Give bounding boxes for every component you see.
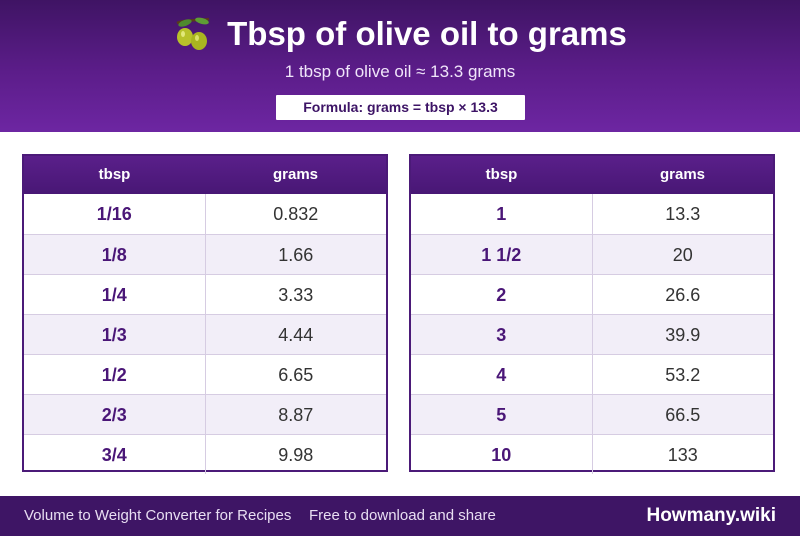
column-header-grams: grams — [272, 166, 319, 183]
olive-icon — [176, 17, 210, 50]
table-row: 1 13.3 — [411, 194, 773, 234]
formula-badge: Formula: grams = tbsp × 13.3 — [276, 95, 525, 120]
table-row: 2 26.6 — [411, 274, 773, 314]
grams-cell: 66.5 — [665, 405, 701, 425]
column-header-tbsp: tbsp — [485, 166, 518, 183]
grams-cell: 13.3 — [665, 204, 701, 224]
tbsp-cell: 1/16 — [24, 194, 206, 234]
column-header-tbsp: tbsp — [98, 166, 131, 183]
title-row: Tbsp of olive oil to grams — [0, 14, 800, 54]
grams-cell: 6.65 — [278, 365, 314, 385]
table-header: tbsp grams — [24, 156, 386, 194]
grams-cell: 0.832 — [273, 204, 319, 224]
table-row: 2/3 8.87 — [24, 394, 386, 434]
tbsp-cell: 1/3 — [24, 315, 206, 354]
grams-cell: 9.98 — [278, 445, 314, 465]
tbsp-cell: 1/4 — [24, 275, 206, 314]
tbsp-cell: 1/2 — [24, 355, 206, 394]
table-row: 5 66.5 — [411, 394, 773, 434]
table-row: 4 53.2 — [411, 354, 773, 394]
grams-cell: 20 — [672, 245, 693, 265]
table-header: tbsp grams — [411, 156, 773, 194]
tbsp-cell: 3/4 — [24, 435, 206, 474]
tbsp-cell: 1 1/2 — [411, 235, 593, 274]
tbsp-cell: 3 — [411, 315, 593, 354]
grams-cell: 1.66 — [278, 245, 314, 265]
grams-cell: 53.2 — [665, 365, 701, 385]
brand-link[interactable]: Howmany.wiki — [646, 505, 776, 526]
table-row: 10 133 — [411, 434, 773, 474]
table-row: 1/16 0.832 — [24, 194, 386, 234]
table-row: 1/2 6.65 — [24, 354, 386, 394]
conversion-table-right: tbsp grams 1 13.3 1 1/2 20 2 26.6 3 39.9 4 53… — [409, 154, 775, 474]
tbsp-cell: 10 — [411, 435, 593, 474]
table-row: 3 39.9 — [411, 314, 773, 354]
table-row: 1/8 1.66 — [24, 234, 386, 274]
page-title: Tbsp of olive oil to grams — [227, 15, 627, 52]
grams-cell: 3.33 — [278, 285, 314, 305]
footer-note: Free to download and share — [309, 507, 496, 524]
tbsp-cell: 2/3 — [24, 395, 206, 434]
table-row: 3/4 9.98 — [24, 434, 386, 474]
tbsp-cell: 2 — [411, 275, 593, 314]
table-row: 1 1/2 20 — [411, 234, 773, 274]
tbsp-cell: 1/8 — [24, 235, 206, 274]
grams-cell: 4.44 — [278, 325, 314, 345]
footer-tagline: Volume to Weight Converter for Recipes — [24, 507, 292, 524]
grams-cell: 39.9 — [665, 325, 701, 345]
tbsp-cell: 5 — [411, 395, 593, 434]
tbsp-cell: 1 — [411, 194, 593, 234]
conversion-table-left: tbsp grams 1/16 0.832 1/8 1.66 1/4 3.33 1/3… — [22, 154, 388, 474]
column-header-grams: grams — [659, 166, 706, 183]
footer-bar: Volume to Weight Converter for Recipes F… — [0, 496, 800, 536]
header-banner: Tbsp of olive oil to grams 1 tbsp of oli… — [0, 0, 800, 132]
grams-cell: 26.6 — [665, 285, 701, 305]
table-row: 1/3 4.44 — [24, 314, 386, 354]
grams-cell: 133 — [667, 445, 698, 465]
tbsp-cell: 4 — [411, 355, 593, 394]
grams-cell: 8.87 — [278, 405, 314, 425]
subtitle: 1 tbsp of olive oil ≈ 13.3 grams — [284, 62, 516, 81]
table-row: 1/4 3.33 — [24, 274, 386, 314]
